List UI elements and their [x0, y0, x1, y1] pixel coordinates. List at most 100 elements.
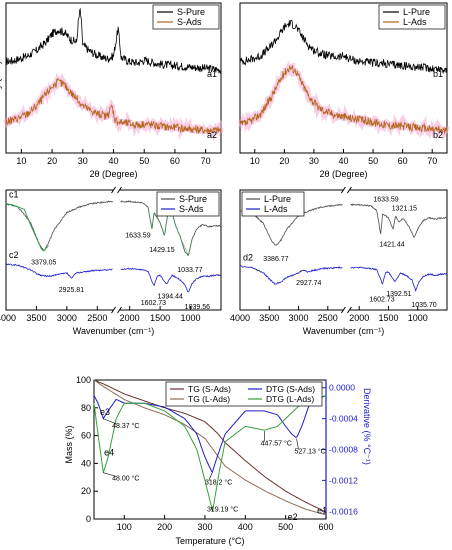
peak-label: 1394.44 — [158, 293, 183, 300]
x-tick-label: 3000 — [289, 313, 309, 323]
series-halo — [3, 72, 224, 142]
axis-break-mark — [341, 306, 346, 314]
x-tick-label: 4000 — [230, 313, 250, 323]
legend-label: S-Pure — [179, 194, 207, 204]
legend-label: S-Ads — [177, 17, 202, 27]
axis-break-cover — [113, 307, 120, 313]
series-label: e4 — [104, 448, 114, 458]
x-tick-label: 3500 — [26, 313, 46, 323]
x-tick-label: 400 — [238, 522, 253, 532]
legend-label: TG (S-Ads) — [188, 384, 231, 394]
x-tick-label: 70 — [427, 156, 437, 166]
x-tick-label: 1000 — [181, 313, 201, 323]
peak-label: 1033.77 — [177, 267, 202, 274]
y2-tick-label: -0.0004 — [329, 414, 358, 424]
legend-label: TG (L-Ads) — [188, 394, 230, 404]
y-axis-label: Transmittance — [0, 223, 2, 280]
x-axis-label: Temperature (°C) — [175, 536, 244, 546]
y2-tick-label: -0.0008 — [329, 445, 358, 455]
series-line-s-ads — [5, 263, 222, 293]
axis-break-mark — [111, 306, 116, 314]
legend-box — [156, 191, 220, 217]
series-label: c2 — [9, 250, 19, 260]
x-tick-label: 200 — [157, 522, 172, 532]
legend-label: DTG (L-Ads) — [266, 394, 314, 404]
x-tick-label: 50 — [368, 156, 378, 166]
y-axis-label: Mass (%) — [64, 425, 74, 463]
legend-label: S-Pure — [177, 7, 205, 17]
series-line-l-ads — [239, 65, 448, 135]
x-tick-label: 40 — [108, 156, 118, 166]
x-tick-label: 1000 — [408, 313, 428, 323]
series-label: d2 — [243, 252, 253, 262]
series-label: e1 — [317, 506, 327, 516]
x-axis-label: 2θ (Degree) — [319, 169, 367, 179]
y2-tick-label: -0.0012 — [329, 475, 358, 485]
series-label: b2 — [433, 130, 443, 140]
series-line-s-pure — [5, 7, 222, 74]
peak-label: 48.37 °C — [112, 422, 139, 430]
series-label: e3 — [100, 407, 110, 417]
x-tick-label: 30 — [309, 156, 319, 166]
axis-break-mark — [111, 186, 116, 194]
x-tick-label: 100 — [117, 522, 132, 532]
peak-label: 1633.59 — [373, 197, 398, 204]
peak-label: 1392.51 — [386, 291, 411, 298]
peak-label: 1429.15 — [149, 247, 174, 254]
peak-label: 1321.15 — [392, 205, 417, 212]
annotation-arrow — [296, 438, 299, 450]
x-tick-label: 20 — [47, 156, 57, 166]
x-tick-label: 2000 — [120, 313, 140, 323]
x-tick-label: 10 — [250, 156, 260, 166]
series-line-dtg-l-ads- — [93, 394, 327, 513]
x-tick-label: 600 — [318, 522, 333, 532]
series-label: a1 — [207, 69, 217, 79]
annotation-arrow — [103, 472, 117, 477]
peak-label: 1039.56 — [185, 304, 210, 311]
peak-label: 318.2 °C — [205, 478, 232, 486]
series-label: e2 — [288, 512, 298, 522]
x-tick-label: 3000 — [57, 313, 77, 323]
y2-axis-label: Derivative (% °C⁻¹) — [362, 388, 372, 465]
series-line-dtg-s-ads- — [93, 394, 327, 474]
peak-label: 1035.70 — [411, 302, 436, 309]
legend-box — [152, 4, 220, 30]
series-label: a2 — [207, 130, 217, 140]
axis-break-cover — [343, 307, 350, 313]
x-tick-label: 2500 — [87, 313, 107, 323]
x-tick-label: 1500 — [378, 313, 398, 323]
y-tick-label: 0 — [86, 514, 91, 524]
peak-label: 3386.77 — [263, 256, 288, 263]
peak-label: 1602.73 — [141, 300, 166, 307]
y2-tick-label: 0.0000 — [329, 383, 355, 393]
x-tick-label: 3500 — [259, 313, 279, 323]
annotation-arrow — [103, 418, 117, 425]
peak-label: 527.13 °C — [295, 447, 326, 455]
axis-break-mark — [347, 306, 352, 314]
peak-label: 3379.05 — [31, 259, 56, 266]
axis-break-mark — [117, 306, 122, 314]
peak-label: 2927.74 — [296, 280, 321, 287]
peak-label: 447.57 °C — [261, 440, 292, 448]
series-label: c1 — [9, 190, 19, 200]
series-line-tg-s-ads- — [93, 379, 327, 513]
y-tick-label: 60 — [81, 431, 91, 441]
x-tick-label: 500 — [278, 522, 293, 532]
peak-label: 1602.73 — [369, 297, 394, 304]
x-tick-label: 20 — [279, 156, 289, 166]
legend-box — [165, 381, 323, 407]
series-line-s-ads — [5, 77, 222, 134]
y-tick-label: 20 — [81, 486, 91, 496]
y-axis-label: Intensity (a.u.) — [0, 61, 2, 118]
x-tick-label: 2500 — [318, 313, 338, 323]
legend-box — [241, 191, 305, 217]
x-tick-label: 300 — [197, 522, 212, 532]
x-tick-label: 30 — [78, 156, 88, 166]
x-tick-label: 4000 — [0, 313, 16, 323]
axis-break-cover — [343, 187, 350, 193]
x-tick-label: 60 — [170, 156, 180, 166]
x-tick-label: 1500 — [150, 313, 170, 323]
y-tick-label: 80 — [81, 403, 91, 413]
y-tick-label: 100 — [76, 375, 91, 385]
series-line-l-pure — [239, 19, 448, 75]
